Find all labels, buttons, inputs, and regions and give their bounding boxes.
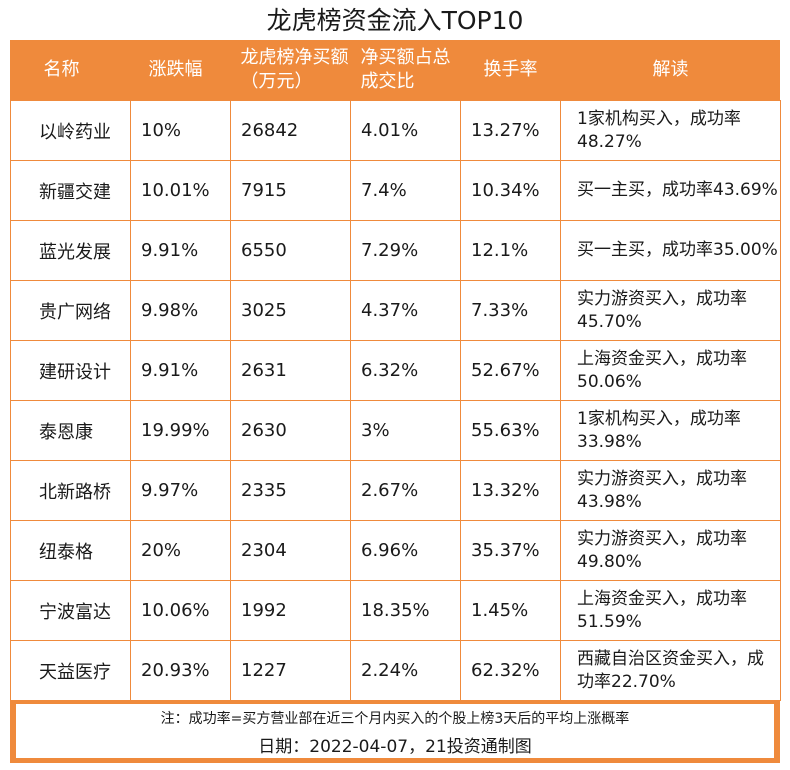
cell-note: 买一主买，成功率35.00% [560, 220, 781, 281]
header-change: 涨跌幅 [148, 59, 203, 80]
cell-net-buy: 3025 [230, 280, 351, 341]
cell-note: 上海资金买入，成功率51.59% [560, 580, 781, 641]
table-row: 以岭药业 10% 26842 4.01% 13.27% 1家机构买入，成功率48… [10, 100, 781, 161]
table-row: 北新路桥 9.97% 2335 2.67% 13.32% 实力游资买入，成功率4… [10, 460, 781, 521]
table-row: 泰恩康 19.99% 2630 3% 55.63% 1家机构买入，成功率33.9… [10, 400, 781, 461]
cell-turnover: 10.34% [460, 160, 561, 221]
cell-note: 1家机构买入，成功率33.98% [560, 400, 781, 461]
cell-ratio: 18.35% [350, 580, 461, 641]
table-footer: 注：成功率=买方营业部在近三个月内买入的个股上榜3天后的平均上涨概率 日期：20… [16, 704, 774, 758]
cell-name: 宁波富达 [10, 580, 131, 641]
cell-note: 实力游资买入，成功率49.80% [560, 520, 781, 581]
cell-name: 天益医疗 [10, 640, 131, 701]
cell-name: 以岭药业 [10, 100, 131, 161]
table-row: 新疆交建 10.01% 7915 7.4% 10.34% 买一主买，成功率43.… [10, 160, 781, 221]
header-net-buy: 龙虎榜净买额（万元） [240, 47, 349, 92]
cell-ratio: 6.32% [350, 340, 461, 401]
cell-change: 9.91% [130, 340, 231, 401]
cell-name: 蓝光发展 [10, 220, 131, 281]
cell-note: 实力游资买入，成功率45.70% [560, 280, 781, 341]
cell-ratio: 2.24% [350, 640, 461, 701]
cell-turnover: 13.32% [460, 460, 561, 521]
cell-net-buy: 7915 [230, 160, 351, 221]
cell-ratio: 4.37% [350, 280, 461, 341]
cell-ratio: 7.29% [350, 220, 461, 281]
cell-net-buy: 2304 [230, 520, 351, 581]
cell-note: 实力游资买入，成功率43.98% [560, 460, 781, 521]
table-header-row: 名称 涨跌幅 龙虎榜净买额（万元） 净买额占总成交比 换手率 解读 [11, 40, 781, 101]
table-row: 建研设计 9.91% 2631 6.32% 52.67% 上海资金买入，成功率5… [10, 340, 781, 401]
cell-ratio: 3% [350, 400, 461, 461]
header-ratio: 净买额占总成交比 [360, 47, 451, 92]
table-row: 蓝光发展 9.91% 6550 7.29% 12.1% 买一主买，成功率35.0… [10, 220, 781, 281]
cell-change: 9.97% [130, 460, 231, 521]
cell-turnover: 1.45% [460, 580, 561, 641]
cell-note: 1家机构买入，成功率48.27% [560, 100, 781, 161]
table-row: 宁波富达 10.06% 1992 18.35% 1.45% 上海资金买入，成功率… [10, 580, 781, 641]
cell-net-buy: 26842 [230, 100, 351, 161]
header-turnover: 换手率 [483, 59, 538, 80]
table-row: 天益医疗 20.93% 1227 2.24% 62.32% 西藏自治区资金买入，… [10, 640, 781, 701]
date-line: 日期：2022-04-07，21投资通制图 [258, 737, 532, 757]
cell-turnover: 55.63% [460, 400, 561, 461]
cell-change: 9.91% [130, 220, 231, 281]
cell-turnover: 13.27% [460, 100, 561, 161]
cell-ratio: 4.01% [350, 100, 461, 161]
cell-note: 上海资金买入，成功率50.06% [560, 340, 781, 401]
cell-turnover: 62.32% [460, 640, 561, 701]
cell-turnover: 12.1% [460, 220, 561, 281]
cell-name: 北新路桥 [10, 460, 131, 521]
cell-net-buy: 2630 [230, 400, 351, 461]
cell-change: 10.01% [130, 160, 231, 221]
cell-turnover: 52.67% [460, 340, 561, 401]
header-name: 名称 [43, 59, 80, 80]
cell-name: 新疆交建 [10, 160, 131, 221]
cell-net-buy: 6550 [230, 220, 351, 281]
cell-ratio: 6.96% [350, 520, 461, 581]
cell-ratio: 2.67% [350, 460, 461, 521]
cell-change: 10.06% [130, 580, 231, 641]
cell-change: 19.99% [130, 400, 231, 461]
cell-net-buy: 1992 [230, 580, 351, 641]
fund-inflow-table: 名称 涨跌幅 龙虎榜净买额（万元） 净买额占总成交比 换手率 解读 以岭药业 1… [10, 40, 781, 701]
table-row: 贵广网络 9.98% 3025 4.37% 7.33% 实力游资买入，成功率45… [10, 280, 781, 341]
cell-note: 西藏自治区资金买入，成功率22.70% [560, 640, 781, 701]
cell-net-buy: 2631 [230, 340, 351, 401]
cell-name: 贵广网络 [10, 280, 131, 341]
data-table-frame: 名称 涨跌幅 龙虎榜净买额（万元） 净买额占总成交比 换手率 解读 以岭药业 1… [10, 40, 781, 763]
cell-ratio: 7.4% [350, 160, 461, 221]
cell-name: 纽泰格 [10, 520, 131, 581]
footnote: 注：成功率=买方营业部在近三个月内买入的个股上榜3天后的平均上涨概率 [160, 711, 630, 727]
cell-name: 建研设计 [10, 340, 131, 401]
cell-net-buy: 2335 [230, 460, 351, 521]
cell-turnover: 7.33% [460, 280, 561, 341]
cell-change: 10% [130, 100, 231, 161]
cell-note: 买一主买，成功率43.69% [560, 160, 781, 221]
cell-change: 9.98% [130, 280, 231, 341]
cell-change: 20% [130, 520, 231, 581]
table-row: 纽泰格 20% 2304 6.96% 35.37% 实力游资买入，成功率49.8… [10, 520, 781, 581]
cell-change: 20.93% [130, 640, 231, 701]
cell-name: 泰恩康 [10, 400, 131, 461]
page-title: 龙虎榜资金流入TOP10 [266, 6, 524, 35]
cell-turnover: 35.37% [460, 520, 561, 581]
cell-net-buy: 1227 [230, 640, 351, 701]
header-note: 解读 [652, 59, 689, 80]
